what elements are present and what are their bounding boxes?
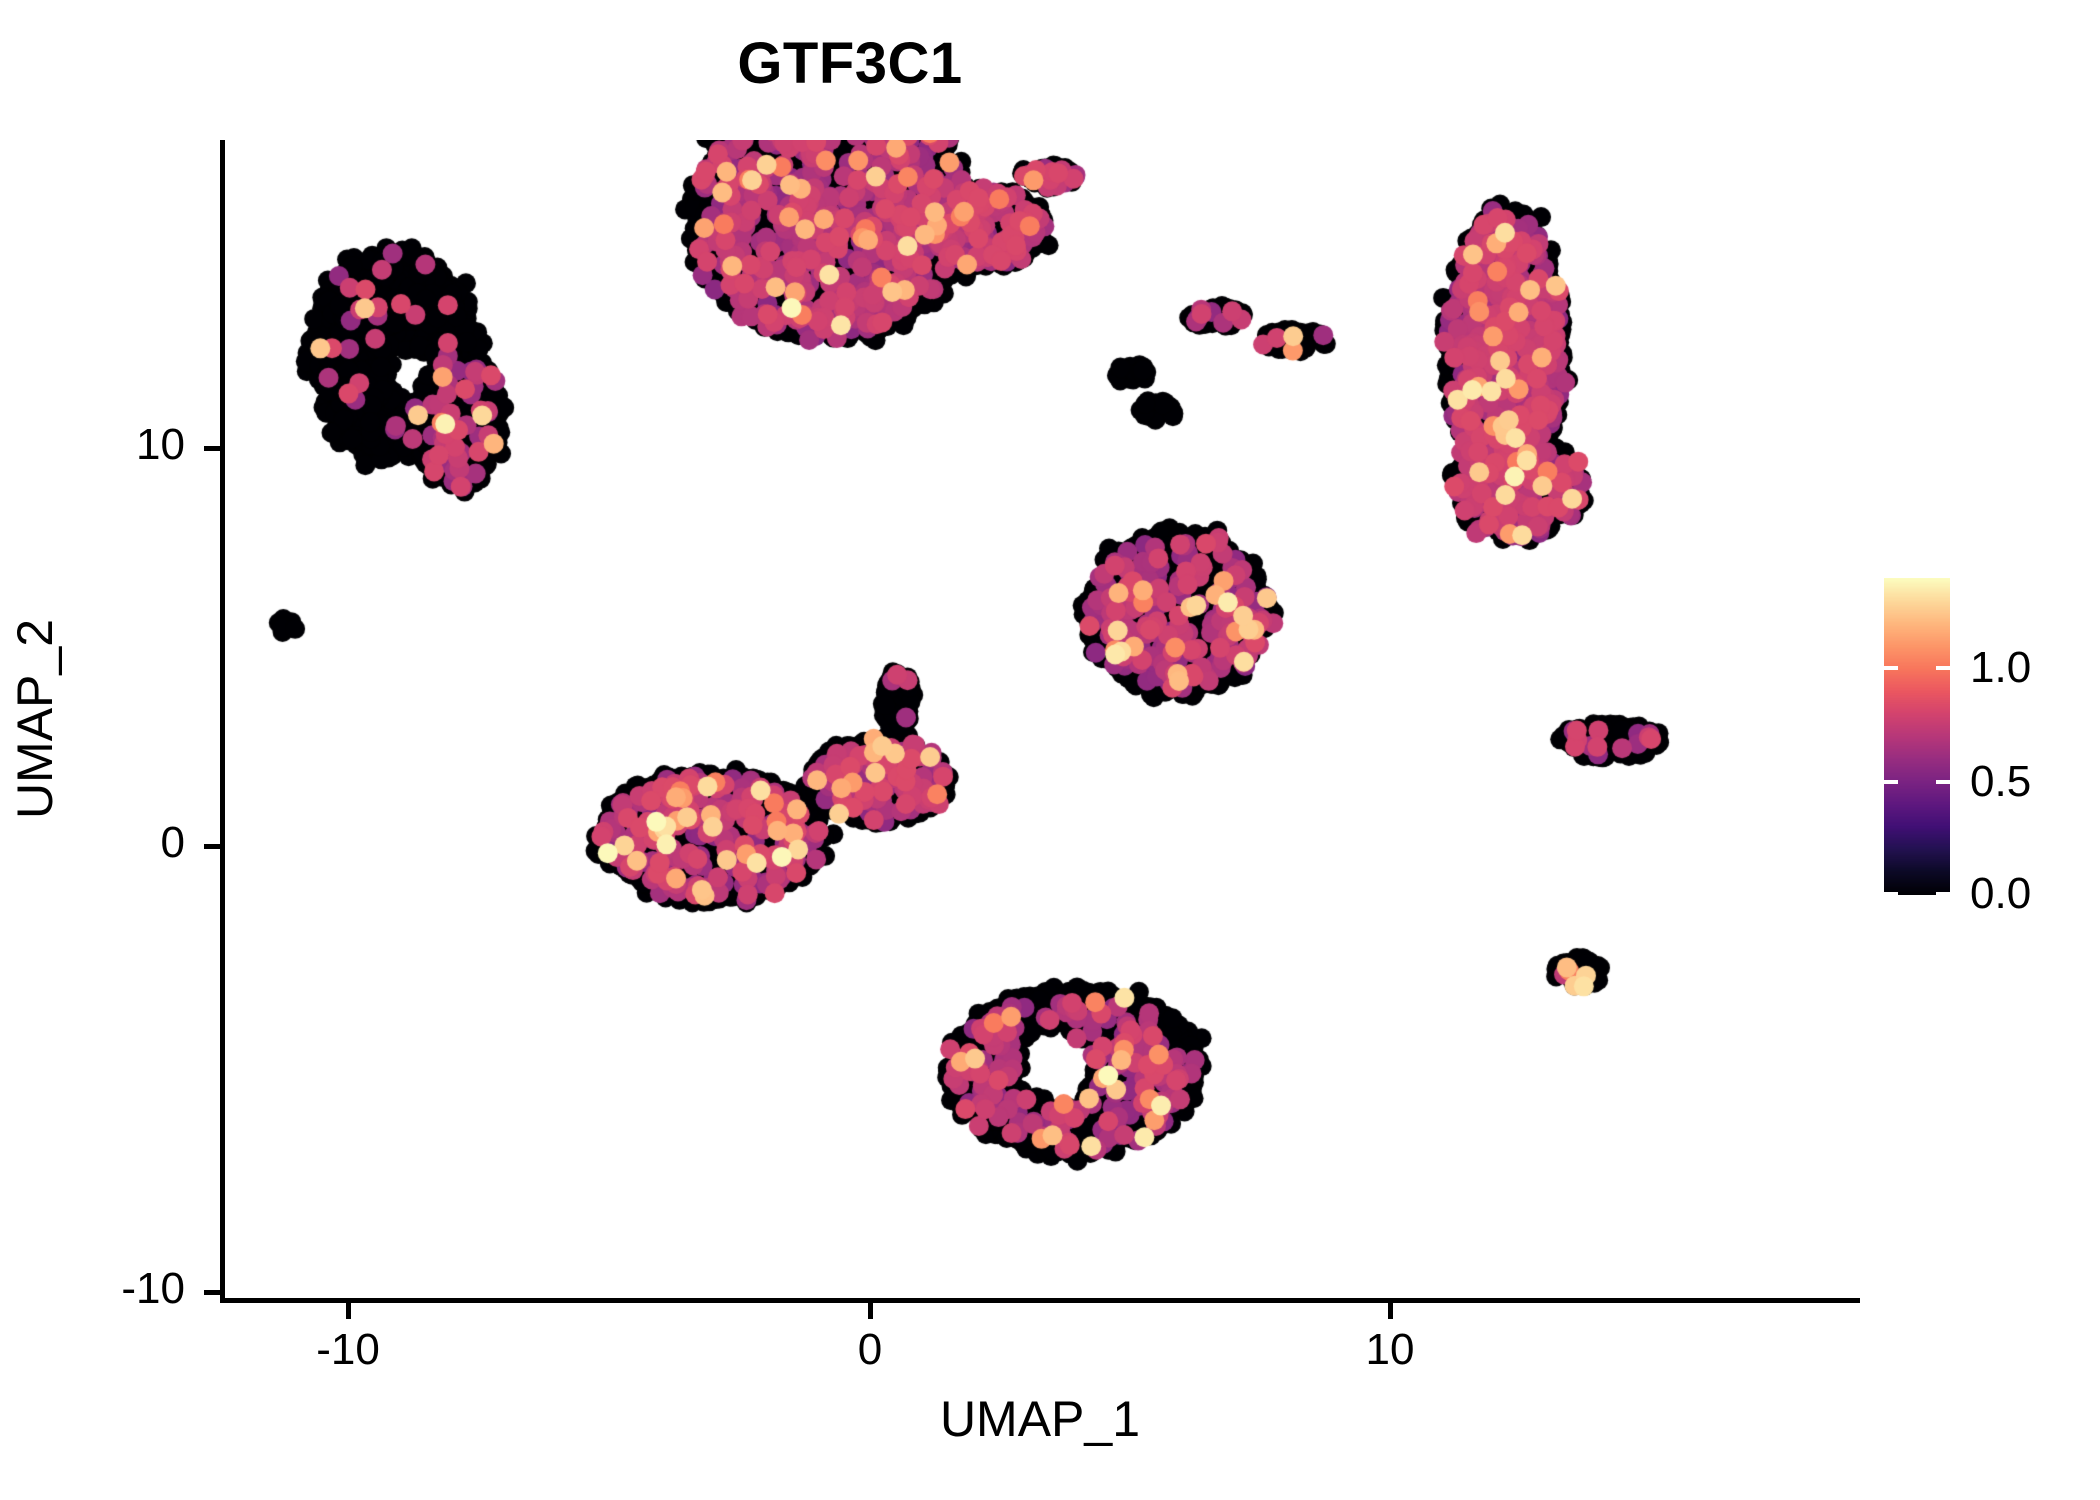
colorbar-gradient — [1884, 578, 1950, 895]
scatter-plot-canvas — [222, 140, 1860, 1300]
x-axis-title: UMAP_1 — [939, 1391, 1141, 1447]
colorbar-label-1.0: 1.0 — [1970, 643, 2032, 692]
colorbar-tick-0.5-left — [1884, 780, 1898, 784]
x-tick-mark-10 — [1388, 1303, 1393, 1319]
colorbar-label-0.0: 0.0 — [1970, 869, 2032, 918]
y-tick-label-0: 0 — [160, 818, 185, 867]
x-tick-label-10: 10 — [1365, 1325, 1415, 1374]
colorbar-tick-1.0-left — [1884, 666, 1898, 670]
x-tick-label-0: 0 — [857, 1325, 883, 1374]
colorbar-tick-0.5-right — [1936, 780, 1950, 784]
y-axis-title: UMAP_2 — [7, 618, 63, 820]
x-tick-label-minus10: -10 — [316, 1325, 380, 1374]
colorbar-tick-0.0-right — [1936, 892, 1950, 896]
y-tick-mark-0 — [204, 844, 220, 849]
x-axis-line — [220, 1298, 1860, 1303]
colorbar-tick-0.0-left — [1884, 892, 1898, 896]
y-tick-label-10: 10 — [136, 420, 185, 469]
x-tick-mark-minus10 — [346, 1303, 351, 1319]
colorbar-tick-1.0-right — [1936, 666, 1950, 670]
colorbar-label-0.5: 0.5 — [1970, 757, 2032, 806]
y-tick-label-minus10: -10 — [121, 1264, 185, 1313]
y-tick-mark-10 — [204, 446, 220, 451]
colorbar-legend: 1.0 0.5 0.0 — [1884, 578, 2031, 918]
page-title: GTF3C1 — [737, 31, 963, 96]
x-tick-mark-0 — [868, 1303, 873, 1319]
y-tick-mark-minus10 — [204, 1290, 220, 1295]
y-axis-line — [220, 140, 225, 1303]
